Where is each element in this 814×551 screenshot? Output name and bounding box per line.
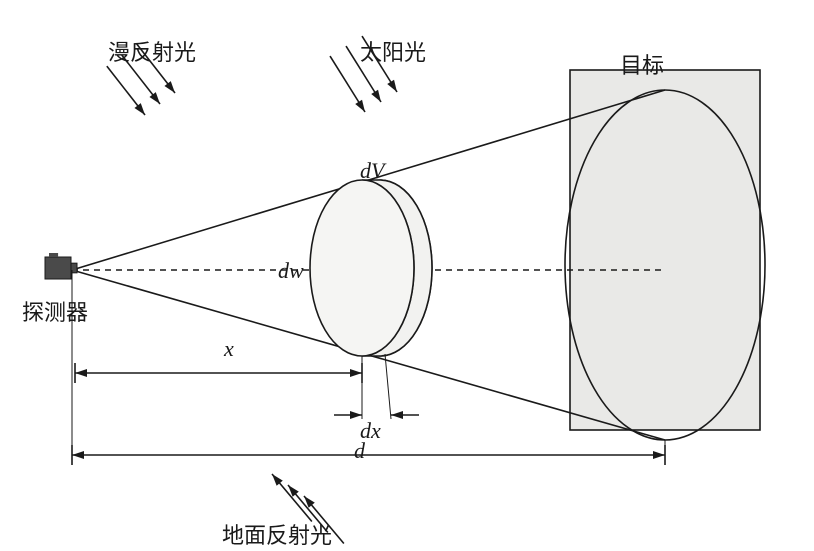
diagram-canvas (0, 0, 814, 551)
label-dV: dV (360, 158, 384, 184)
label-d: d (354, 438, 365, 464)
label-ground-reflect: 地面反射光 (222, 518, 332, 550)
disc-front-face (310, 180, 414, 356)
label-diffuse-light: 漫反射光 (108, 35, 196, 67)
label-dw: dw (278, 258, 304, 284)
target-panel (570, 70, 760, 430)
camera-icon (45, 257, 71, 279)
label-sunlight: 太阳光 (360, 35, 426, 67)
label-detector: 探测器 (22, 295, 88, 327)
label-x: x (224, 336, 234, 362)
label-target: 目标 (620, 48, 664, 80)
